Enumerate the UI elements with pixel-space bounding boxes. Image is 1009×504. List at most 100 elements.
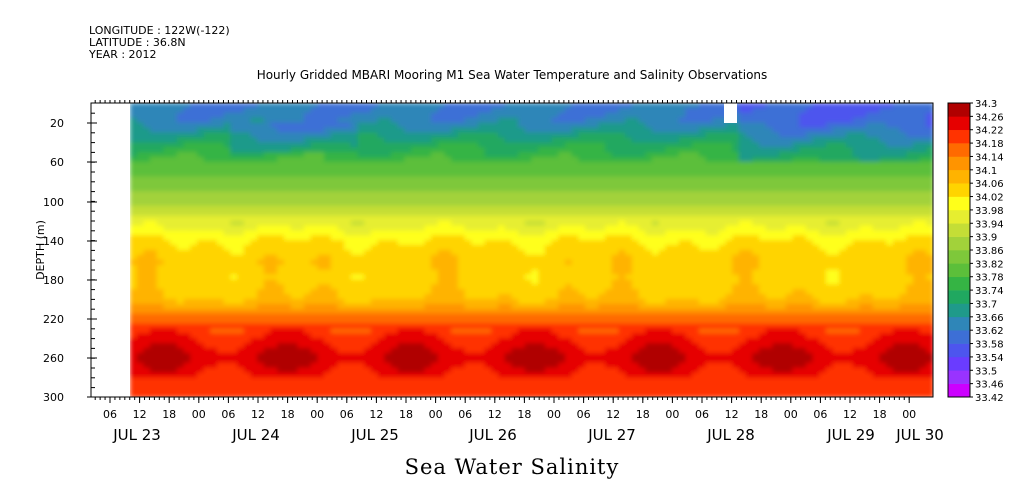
heatmap-cell xyxy=(270,176,279,183)
heatmap-cell xyxy=(578,362,586,369)
heatmap-cell xyxy=(150,107,158,114)
heatmap-cell xyxy=(203,352,212,359)
heatmap-cell xyxy=(591,127,600,134)
heatmap-cell xyxy=(364,186,372,192)
heatmap-cell xyxy=(196,333,205,339)
heatmap-cell xyxy=(531,279,539,286)
heatmap-cell xyxy=(170,328,178,335)
heatmap-cell xyxy=(585,274,593,281)
heatmap-cell xyxy=(658,215,667,222)
heatmap-cell xyxy=(257,156,265,163)
heatmap-cell xyxy=(551,333,560,339)
heatmap-cell xyxy=(672,201,680,207)
heatmap-cell xyxy=(150,152,158,158)
heatmap-cell xyxy=(364,107,372,114)
heatmap-cell xyxy=(283,387,292,393)
heatmap-cell xyxy=(136,240,145,246)
heatmap-cell xyxy=(591,259,600,266)
heatmap-cell xyxy=(250,220,258,227)
heatmap-cell xyxy=(196,338,205,344)
heatmap-cell xyxy=(130,166,138,173)
heatmap-cell xyxy=(605,245,613,251)
heatmap-cell xyxy=(156,235,165,241)
heatmap-cell xyxy=(638,338,647,344)
heatmap-cell xyxy=(170,333,178,339)
heatmap-cell xyxy=(665,367,673,374)
heatmap-cell xyxy=(130,210,138,217)
heatmap-cell xyxy=(384,137,392,143)
heatmap-cell xyxy=(457,392,466,397)
heatmap-cell xyxy=(451,294,459,300)
heatmap-cell xyxy=(216,235,225,241)
heatmap-cell xyxy=(651,333,660,339)
heatmap-cell xyxy=(645,382,653,388)
heatmap-cell xyxy=(297,274,305,281)
heatmap-cell xyxy=(498,367,506,374)
heatmap-cell xyxy=(397,323,406,330)
heatmap-cell xyxy=(651,313,660,320)
heatmap-cell xyxy=(551,284,560,290)
heatmap-cell xyxy=(203,377,212,384)
heatmap-cell xyxy=(303,137,312,143)
heatmap-cell xyxy=(370,377,379,384)
heatmap-cell xyxy=(344,362,352,369)
heatmap-cell xyxy=(618,259,626,266)
heatmap-cell xyxy=(477,377,486,384)
heatmap-cell xyxy=(344,235,352,241)
heatmap-cell xyxy=(263,181,272,188)
heatmap-cell xyxy=(471,235,479,241)
heatmap-cell xyxy=(143,318,151,325)
heatmap-cell xyxy=(491,186,499,192)
heatmap-cell xyxy=(270,122,279,129)
heatmap-cell xyxy=(277,142,285,148)
heatmap-cell xyxy=(170,387,178,393)
heatmap-cell xyxy=(216,161,225,168)
heatmap-cell xyxy=(605,303,613,310)
heatmap-cell xyxy=(230,186,238,192)
heatmap-cell xyxy=(263,161,272,168)
heatmap-cell xyxy=(390,196,399,202)
heatmap-cell xyxy=(638,392,647,397)
heatmap-cell xyxy=(223,279,232,286)
heatmap-cell xyxy=(250,161,258,168)
heatmap-cell xyxy=(136,392,145,397)
heatmap-cell xyxy=(404,250,412,256)
heatmap-cell xyxy=(564,147,573,153)
heatmap-cell xyxy=(404,279,412,286)
heatmap-cell xyxy=(324,103,332,109)
heatmap-cell xyxy=(156,284,165,290)
heatmap-cell xyxy=(551,328,560,335)
heatmap-cell xyxy=(297,348,305,354)
heatmap-cell xyxy=(591,117,600,124)
heatmap-cell xyxy=(243,357,252,364)
heatmap-cell xyxy=(384,156,392,163)
heatmap-cell xyxy=(250,166,258,173)
heatmap-cell xyxy=(631,161,640,168)
heatmap-cell xyxy=(598,220,606,227)
heatmap-cell xyxy=(524,122,533,129)
heatmap-cell xyxy=(504,205,513,212)
heatmap-cell xyxy=(230,333,238,339)
heatmap-cell xyxy=(658,147,667,153)
heatmap-cell xyxy=(344,318,352,325)
heatmap-cell xyxy=(558,107,566,114)
heatmap-cell xyxy=(564,201,573,207)
heatmap-cell xyxy=(203,318,212,325)
heatmap-cell xyxy=(672,166,680,173)
heatmap-cell xyxy=(170,161,178,168)
heatmap-cell xyxy=(665,191,673,197)
heatmap-cell xyxy=(390,284,399,290)
heatmap-cell xyxy=(310,357,319,364)
heatmap-cell xyxy=(136,303,145,310)
heatmap-cell xyxy=(330,230,339,237)
heatmap-cell xyxy=(357,328,366,335)
heatmap-cell xyxy=(638,147,647,153)
heatmap-cell xyxy=(558,294,566,300)
heatmap-cell xyxy=(350,254,359,261)
heatmap-cell xyxy=(203,220,212,227)
heatmap-cell xyxy=(611,201,620,207)
heatmap-cell xyxy=(337,103,345,109)
heatmap-cell xyxy=(130,264,138,271)
heatmap-cell xyxy=(357,264,366,271)
heatmap-cell xyxy=(444,210,452,217)
